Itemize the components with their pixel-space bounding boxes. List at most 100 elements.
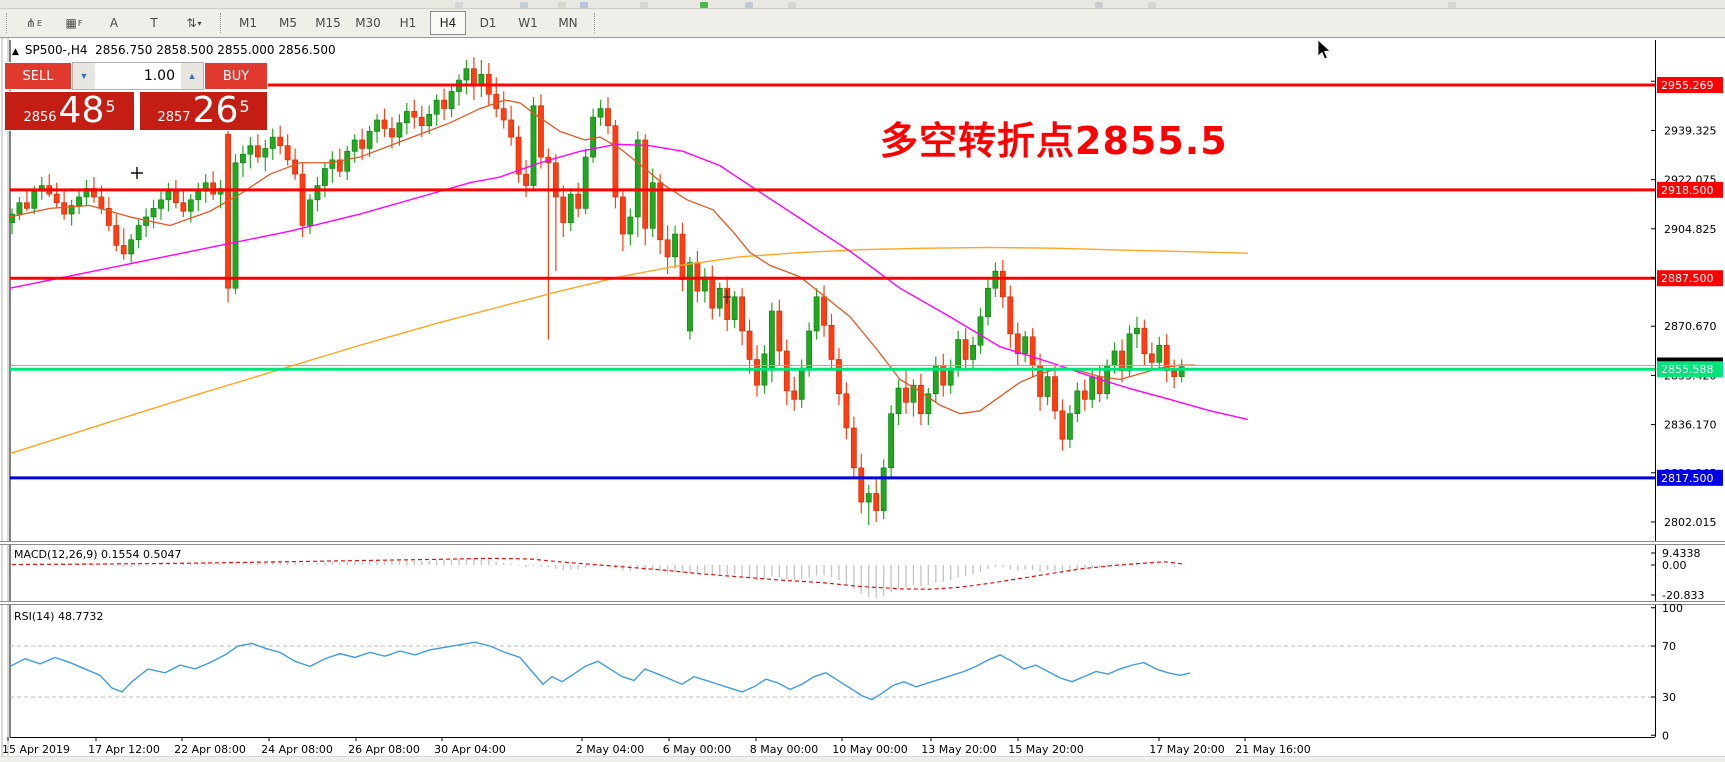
pitchfork-tool-icon[interactable]: ⋔ E <box>25 16 43 30</box>
macd-signal-line <box>11 557 1186 590</box>
candle-body <box>970 344 976 360</box>
time-axis-label: 17 May 20:00 <box>1149 743 1224 756</box>
time-axis-label: 22 Apr 08:00 <box>174 743 246 756</box>
price-badge-label: 2918.500 <box>1661 184 1714 197</box>
candle-body <box>895 387 902 414</box>
candle-body <box>344 151 351 172</box>
candle-body <box>307 199 313 226</box>
clipped-icon-fragment <box>1448 2 1456 8</box>
text-box-icon[interactable]: T <box>150 16 158 30</box>
candle-body <box>389 128 395 138</box>
candle-body <box>515 136 522 175</box>
candle-body <box>165 190 172 201</box>
candle-body <box>433 99 440 115</box>
candle-body <box>754 359 760 386</box>
candle-body <box>1059 410 1066 440</box>
horizontal-scrollbar[interactable] <box>0 756 1725 762</box>
rsi-axis-label: 100 <box>1662 602 1683 615</box>
candle-body <box>493 94 500 109</box>
time-axis-label: 10 May 00:00 <box>832 743 907 756</box>
candle-body <box>1081 390 1088 400</box>
price-axis-label: 2904.825 <box>1664 223 1717 236</box>
ask-price-box[interactable]: 2857 26 5 <box>139 91 268 131</box>
candle-body <box>828 324 835 360</box>
candle-body <box>68 205 75 215</box>
clipped-icon-fragment <box>1095 2 1103 8</box>
price-badge <box>1657 361 1723 378</box>
candle-body <box>1022 336 1029 355</box>
timeframe-button-M5[interactable]: M5 <box>279 16 297 30</box>
collapse-triangle-icon[interactable]: ▲ <box>12 47 19 57</box>
candle-body <box>672 233 678 258</box>
candle-body <box>687 262 693 332</box>
candle-body <box>642 139 649 229</box>
candle-body <box>269 136 276 149</box>
candle-body <box>299 173 306 226</box>
timeframe-button-D1[interactable]: D1 <box>479 16 497 30</box>
candle-body <box>590 116 596 158</box>
volume-increase-button[interactable]: ▲ <box>181 63 203 89</box>
ask-main: 26 <box>192 90 239 131</box>
candle-body <box>426 113 433 126</box>
candle-body <box>917 384 924 414</box>
candle-body <box>955 339 962 369</box>
candle-body <box>113 225 120 246</box>
timeframe-button-M1[interactable]: M1 <box>239 16 257 30</box>
candle-body <box>448 91 455 109</box>
candle-body <box>716 287 723 309</box>
candle-body <box>880 467 887 511</box>
candle-body <box>530 105 537 186</box>
candle-body <box>1171 370 1178 377</box>
timeframe-button-H1[interactable]: H1 <box>399 16 417 30</box>
candle-body <box>16 202 23 215</box>
text-label-icon[interactable]: A <box>109 16 119 30</box>
candle-body <box>359 139 366 149</box>
bid-price-box[interactable]: 2856 48 5 <box>4 91 135 131</box>
volume-input[interactable] <box>95 63 181 89</box>
rsi-line <box>9 641 1191 701</box>
candle-body <box>195 190 202 201</box>
candle-body <box>552 162 559 198</box>
timeframe-button-H4[interactable]: H4 <box>430 11 466 35</box>
candle-body <box>366 131 373 149</box>
volume-decrease-button[interactable]: ▼ <box>73 63 95 89</box>
toolbar-separator <box>594 13 596 33</box>
timeframe-button-M15[interactable]: M15 <box>315 16 341 30</box>
candle-body <box>836 359 842 395</box>
timeframe-button-M30[interactable]: M30 <box>355 16 381 30</box>
buy-button[interactable]: BUY <box>204 62 268 90</box>
clipped-icon-fragment <box>455 2 463 8</box>
clipped-icon-fragment <box>1148 2 1156 8</box>
arrow-tools-icon[interactable]: ⇅ ▾ <box>186 16 202 30</box>
candle-body <box>903 387 909 403</box>
macd-axis-label: 0.00 <box>1662 559 1687 572</box>
candle-body <box>31 190 38 209</box>
time-axis-label: 6 May 00:00 <box>663 743 731 756</box>
candle-body <box>1119 350 1125 372</box>
candle-body <box>292 159 298 175</box>
candle-body <box>910 384 917 403</box>
ma-fast-line <box>9 99 1195 415</box>
ohlc-values: 2856.750 2858.500 2855.000 2856.500 <box>95 43 336 57</box>
fibonacci-grid-icon[interactable]: ▦ F <box>65 16 83 30</box>
rsi-label: RSI(14) 48.7732 <box>14 610 104 623</box>
candle-body <box>1074 390 1081 414</box>
candle-body <box>1029 336 1036 366</box>
price-badge <box>1657 469 1723 486</box>
candle-body <box>768 310 775 369</box>
candle-body <box>1052 376 1058 412</box>
price-badge-label: 2955.269 <box>1661 79 1714 92</box>
candle-body <box>1156 344 1163 363</box>
candle-body <box>746 330 753 360</box>
candle-body <box>1178 366 1185 377</box>
candle-body <box>336 159 343 172</box>
candle-body <box>999 270 1006 298</box>
timeframe-button-W1[interactable]: W1 <box>518 16 538 30</box>
clipped-toolbar-row <box>0 0 1725 9</box>
candle-body <box>575 193 582 209</box>
sell-button[interactable]: SELL <box>4 62 72 90</box>
main-toolbar: ⋔ E ▦ F A T ⇅ ▾ M1 M5 M15 M30 H1 H4 D1 W1 MN <box>0 9 1725 38</box>
timeframe-button-MN[interactable]: MN <box>558 16 578 30</box>
